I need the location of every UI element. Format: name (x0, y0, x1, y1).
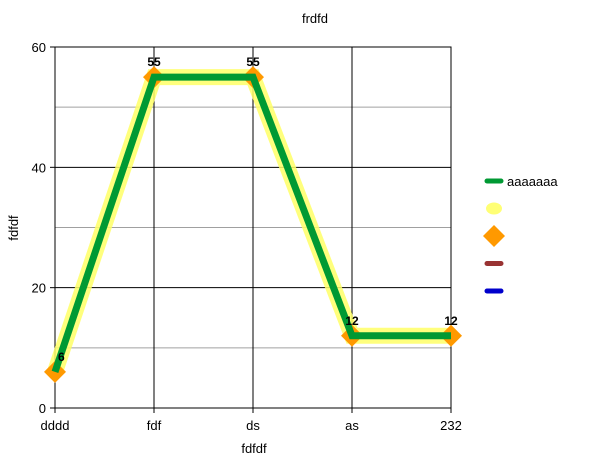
data-label: 55 (246, 55, 260, 69)
chart-title: frdfd (302, 11, 328, 26)
legend-swatch-glow (486, 202, 502, 215)
data-label: 12 (444, 314, 458, 328)
x-tick-label: dddd (41, 418, 70, 433)
axes: 0 20 40 60 dddd fdf ds as 232 (32, 40, 462, 433)
y-tick-label: 20 (32, 281, 46, 296)
legend-swatch-diamond (483, 225, 505, 247)
data-label: 12 (345, 314, 359, 328)
x-axis-label: fdfdf (241, 441, 267, 456)
x-tick-label: 232 (440, 418, 462, 433)
x-tick-label: as (345, 418, 359, 433)
y-tick-label: 60 (32, 40, 46, 55)
y-axis-label: fdfdf (6, 215, 21, 241)
grid (54, 46, 452, 409)
data-label: 55 (147, 55, 161, 69)
series-layer (44, 66, 462, 383)
x-tick-label: fdf (147, 418, 162, 433)
y-tick-label: 0 (39, 401, 46, 416)
series-line (51, 73, 451, 374)
legend: aaaaaaa (483, 174, 558, 294)
legend-label: aaaaaaa (507, 174, 558, 189)
data-labels: 6 55 55 12 12 (58, 55, 458, 364)
y-tick-label: 40 (32, 160, 46, 175)
data-label: 6 (58, 350, 65, 364)
x-tick-label: ds (246, 418, 260, 433)
